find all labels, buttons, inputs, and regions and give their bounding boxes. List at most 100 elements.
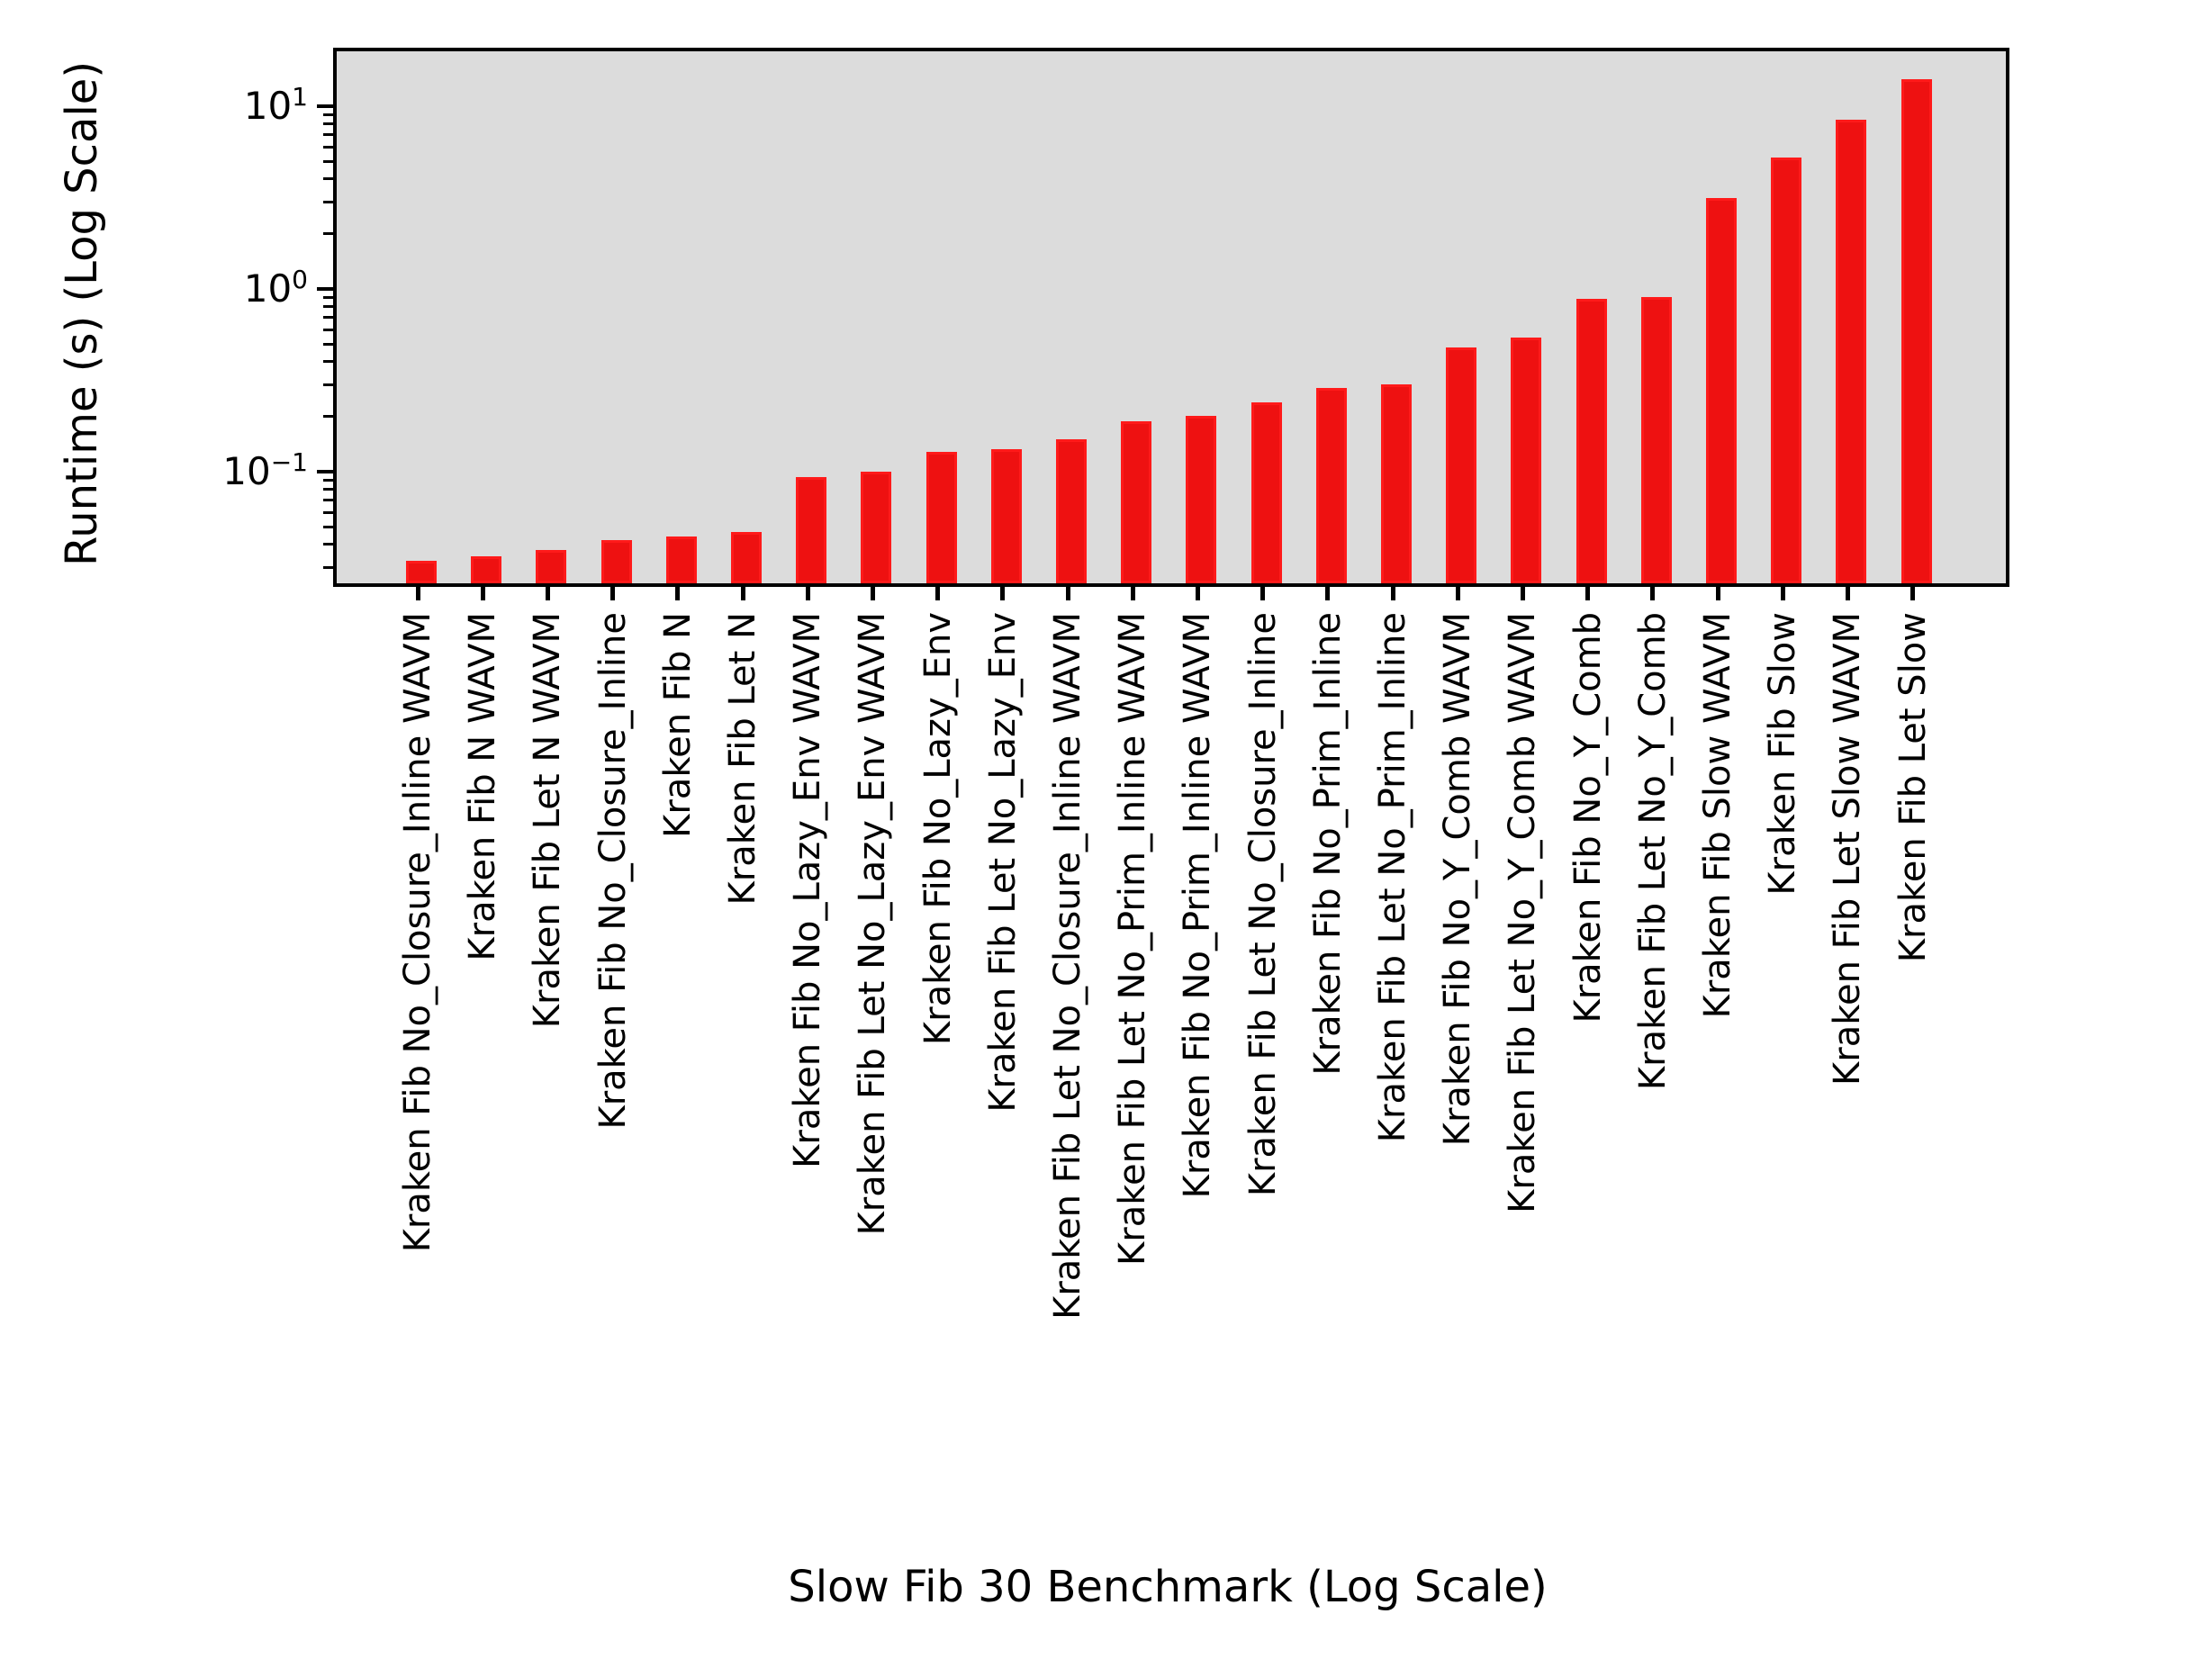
x-tick-label: Kraken Fib No_Y_Comb WAVM: [1437, 612, 1479, 1147]
x-tick-label: Kraken Fib Let Slow WAVM: [1827, 612, 1869, 1086]
x-tick: [1585, 583, 1591, 600]
y-minor-tick: [323, 177, 333, 181]
x-tick-label: Kraken Fib N WAVM: [462, 612, 504, 961]
bar: [1446, 347, 1477, 583]
bar: [731, 531, 762, 583]
bar: [1315, 388, 1347, 583]
y-minor-tick: [323, 200, 333, 203]
x-tick-label: Kraken Fib Slow WAVM: [1697, 612, 1738, 1019]
x-tick: [1065, 583, 1070, 600]
x-tick: [545, 583, 550, 600]
x-tick-label: Kraken Fib Let N WAVM: [527, 612, 569, 1029]
x-tick: [1520, 583, 1525, 600]
x-tick-label: Kraken Fib No_Closure_Inline WAVM: [397, 612, 438, 1253]
y-minor-tick: [323, 510, 333, 514]
x-tick-label: Kraken Fib Let No_Closure_Inline: [1241, 612, 1284, 1197]
y-minor-tick: [323, 360, 333, 364]
bar: [861, 471, 892, 583]
y-minor-tick: [323, 315, 333, 319]
y-minor-tick: [323, 159, 333, 163]
x-tick: [935, 583, 941, 600]
y-minor-tick: [323, 543, 333, 546]
y-tick-label: 10−1: [222, 447, 308, 493]
x-tick-label: Kraken Fib N: [656, 612, 699, 838]
bar: [536, 550, 567, 583]
bar: [1640, 297, 1672, 583]
x-tick: [1910, 583, 1916, 600]
y-minor-tick: [323, 113, 333, 116]
y-minor-tick: [323, 478, 333, 482]
bar: [1706, 197, 1737, 583]
x-tick-label: Kraken Fib Let No_Y_Comb: [1631, 612, 1674, 1091]
x-tick: [675, 583, 681, 600]
x-tick-label: Kraken Fib No_Prim_Inline WAVM: [1177, 612, 1219, 1199]
bar: [600, 540, 632, 583]
x-tick-label: Kraken Fib Let No_Lazy_Env: [981, 612, 1024, 1113]
bar: [665, 536, 697, 583]
x-tick-label: Kraken Fib Let No_Lazy_Env WAVM: [852, 612, 894, 1236]
x-tick-label: Kraken Fib Let No_Prim_Inline: [1372, 612, 1413, 1143]
y-minor-tick: [323, 328, 333, 331]
y-major-tick: [317, 287, 333, 291]
y-minor-tick: [323, 488, 333, 491]
y-minor-tick: [323, 498, 333, 501]
bar: [990, 448, 1022, 583]
x-tick-label: Kraken Fib Let N: [722, 612, 763, 906]
x-tick: [1260, 583, 1266, 600]
x-tick-label: Kraken Fib No_Closure_Inline: [591, 612, 634, 1130]
bar: [1186, 415, 1217, 583]
x-tick-label: Kraken Fib No_Prim_Inline: [1306, 612, 1349, 1076]
x-tick: [415, 583, 420, 600]
bar: [1575, 299, 1607, 583]
x-tick: [610, 583, 616, 600]
y-major-tick: [317, 470, 333, 473]
x-tick-label: Kraken Fib Let Slow: [1891, 612, 1934, 963]
bar: [1250, 401, 1282, 583]
x-tick-label: Kraken Fib Slow: [1762, 612, 1804, 896]
plot-area: [333, 48, 2009, 587]
y-minor-tick: [323, 295, 333, 299]
y-axis-title: Runtime (s) (Log Scale): [57, 60, 107, 567]
x-tick: [1455, 583, 1460, 600]
x-tick: [1845, 583, 1850, 600]
x-tick: [480, 583, 485, 600]
bar: [471, 556, 502, 583]
bar: [1381, 383, 1412, 583]
x-tick: [1000, 583, 1006, 600]
x-tick: [1715, 583, 1720, 600]
x-tick: [870, 583, 875, 600]
y-minor-tick: [323, 415, 333, 419]
y-minor-tick: [323, 525, 333, 528]
bar: [1901, 79, 1932, 583]
x-tick-label: Kraken Fib Let No_Prim_Inline WAVM: [1112, 612, 1154, 1266]
bar: [1511, 337, 1542, 583]
y-major-tick: [317, 104, 333, 108]
y-minor-tick: [323, 305, 333, 309]
x-tick: [1650, 583, 1656, 600]
y-minor-tick: [323, 383, 333, 386]
x-tick: [1325, 583, 1331, 600]
x-tick-label: Kraken Fib Let No_Y_Comb WAVM: [1502, 612, 1544, 1213]
bar: [1056, 438, 1087, 583]
x-tick: [1390, 583, 1395, 600]
y-minor-tick: [323, 565, 333, 569]
x-tick: [1780, 583, 1785, 600]
x-tick: [740, 583, 745, 600]
bar: [1836, 120, 1867, 583]
y-minor-tick: [323, 342, 333, 346]
x-tick: [1195, 583, 1200, 600]
bar: [1121, 420, 1152, 583]
y-minor-tick: [323, 132, 333, 136]
y-tick-label: 100: [243, 265, 308, 311]
y-tick-label: 101: [243, 82, 308, 128]
x-tick: [805, 583, 810, 600]
x-tick-label: Kraken Fib No_Lazy_Env WAVM: [787, 612, 829, 1168]
y-minor-tick: [323, 145, 333, 149]
bar: [1771, 157, 1802, 583]
y-minor-tick: [323, 232, 333, 236]
x-tick: [1130, 583, 1135, 600]
x-tick-label: Kraken Fib No_Lazy_Env: [916, 612, 959, 1046]
bar: [406, 561, 437, 583]
y-minor-tick: [323, 122, 333, 126]
